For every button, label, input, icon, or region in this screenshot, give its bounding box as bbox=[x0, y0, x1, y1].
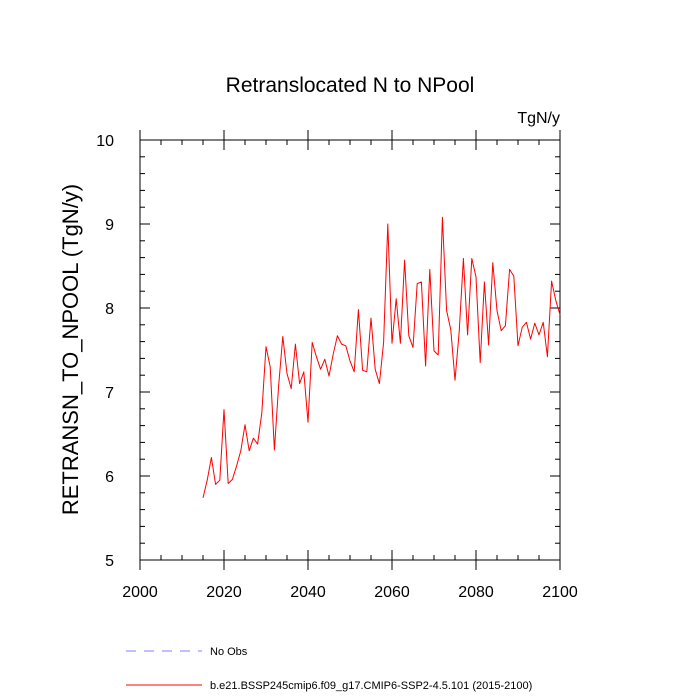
x-tick-label: 2080 bbox=[458, 584, 494, 601]
y-tick-label: 10 bbox=[96, 133, 114, 150]
x-tick-label: 2000 bbox=[122, 584, 158, 601]
axis-tick-labels: 2000 2020 2040 2060 2080 2100 5 6 7 8 9 10 bbox=[96, 133, 578, 601]
legend: No Obs b.e21.BSSP245cmip6.f09_g17.CMIP6-… bbox=[126, 646, 532, 692]
y-tick-label: 6 bbox=[105, 469, 114, 486]
y-tick-label: 8 bbox=[105, 301, 114, 318]
x-tick-label: 2100 bbox=[542, 584, 578, 601]
chart-title: Retranslocated N to NPool bbox=[226, 74, 475, 97]
units-label: TgN/y bbox=[517, 110, 560, 127]
series-group bbox=[202, 216, 561, 498]
y-tick-label: 5 bbox=[105, 553, 114, 570]
legend-run-label: b.e21.BSSP245cmip6.f09_g17.CMIP6-SSP2-4.… bbox=[210, 680, 532, 692]
legend-no-obs-label: No Obs bbox=[210, 646, 248, 658]
series-line bbox=[202, 216, 561, 498]
x-tick-label: 2040 bbox=[290, 584, 326, 601]
y-tick-label: 7 bbox=[105, 385, 114, 402]
x-tick-label: 2060 bbox=[374, 584, 410, 601]
y-tick-label: 9 bbox=[105, 217, 114, 234]
y-axis-label: RETRANSN_TO_NPOOL (TgN/y) bbox=[58, 184, 83, 515]
axis-ticks bbox=[139, 130, 561, 570]
x-tick-label: 2020 bbox=[206, 584, 242, 601]
